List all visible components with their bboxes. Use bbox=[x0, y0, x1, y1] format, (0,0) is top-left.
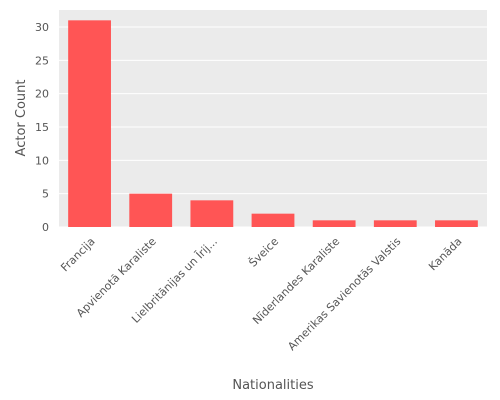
y-axis: 0 5 10 15 20 25 30 bbox=[35, 21, 49, 234]
y-tick-label-0: 0 bbox=[42, 221, 49, 234]
bar-2 bbox=[190, 200, 234, 227]
x-tick-label-6: Kanāda bbox=[426, 235, 464, 273]
y-axis-title: Actor Count bbox=[14, 80, 29, 157]
bar-3 bbox=[251, 213, 295, 227]
y-tick-label-6: 30 bbox=[35, 21, 49, 34]
y-tick-label-4: 20 bbox=[35, 88, 49, 101]
x-tick-label-5: Amerikas Savienotās Valstis bbox=[285, 235, 403, 353]
bar-6 bbox=[435, 220, 478, 227]
x-axis-title: Nationalities bbox=[232, 378, 313, 393]
bar-5 bbox=[373, 220, 417, 227]
bar-1 bbox=[129, 193, 173, 227]
y-tick-label-5: 25 bbox=[35, 54, 49, 67]
y-tick-label-1: 5 bbox=[42, 188, 49, 201]
y-tick-label-2: 10 bbox=[35, 154, 49, 167]
bar-0 bbox=[68, 20, 111, 228]
y-tick-label-3: 15 bbox=[35, 121, 49, 134]
x-tick-label-0: Francija bbox=[58, 235, 97, 274]
bars bbox=[68, 20, 478, 228]
bar-4 bbox=[312, 220, 356, 227]
plot-background bbox=[59, 10, 487, 227]
x-tick-label-3: Šveice bbox=[246, 235, 281, 270]
